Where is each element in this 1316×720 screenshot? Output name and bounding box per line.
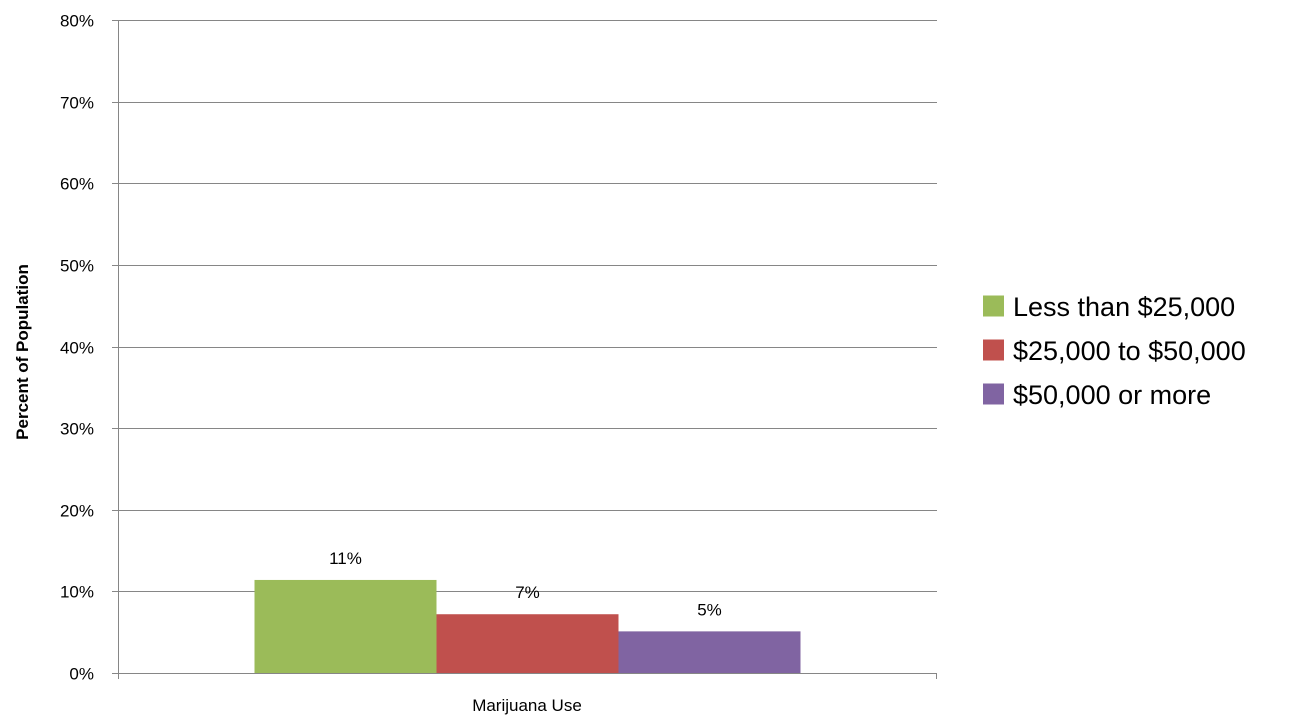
legend-swatch: [983, 383, 1004, 405]
gridlines: [118, 20, 937, 592]
data-labels: 11% 7% 5%: [329, 549, 722, 619]
legend: Less than $25,000 $25,000 to $50,000 $50,0…: [983, 292, 1246, 410]
legend-entry: $50,000 or more: [1013, 380, 1211, 410]
y-tick-label: 80%: [60, 12, 94, 31]
y-tick-label: 50%: [60, 257, 94, 276]
y-tick-label: 20%: [60, 502, 94, 521]
data-label: 11%: [329, 549, 362, 568]
bar: [618, 631, 801, 673]
data-label: 7%: [515, 583, 540, 602]
axes: 0% 10% 20% 30% 40% 50% 60% 70% 80%: [60, 12, 937, 684]
y-tick-label: 30%: [60, 420, 94, 439]
y-axis-title: Percent of Population: [13, 264, 32, 440]
bar: [254, 579, 437, 673]
y-tick-label: 10%: [60, 583, 94, 602]
legend-swatch: [983, 295, 1004, 317]
y-tick-label: 0%: [69, 665, 94, 684]
legend-entry: $25,000 to $50,000: [1013, 336, 1246, 366]
legend-swatch: [983, 339, 1004, 361]
data-label: 5%: [697, 600, 722, 619]
x-category-label: Marijuana Use: [472, 696, 582, 715]
bars: [254, 579, 801, 673]
bar: [436, 614, 619, 673]
y-tick-label: 60%: [60, 175, 94, 194]
y-tick-label: 70%: [60, 94, 94, 113]
legend-entry: Less than $25,000: [1013, 292, 1235, 322]
y-tick-label: 40%: [60, 339, 94, 358]
